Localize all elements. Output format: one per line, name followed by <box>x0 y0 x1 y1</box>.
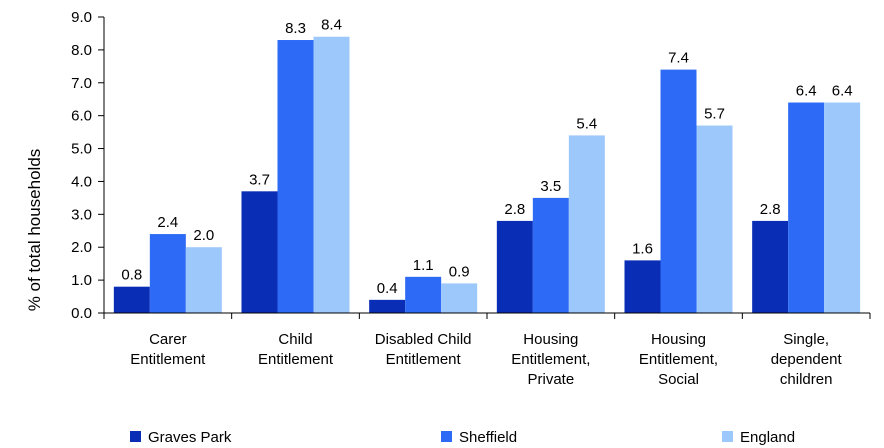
bar <box>241 191 278 313</box>
legend-item: Sheffield <box>441 429 517 446</box>
x-category-label-line: children <box>780 371 833 388</box>
bar <box>568 135 605 313</box>
y-tick-label: 2.0 <box>71 239 92 256</box>
bar <box>752 220 789 313</box>
bar <box>788 102 825 313</box>
data-label: 1.6 <box>632 240 653 257</box>
x-category-label: Housing Entitlement, Private <box>511 331 590 388</box>
x-category-label-line: Social <box>658 371 699 388</box>
legend-swatch <box>441 431 452 442</box>
x-category-label-line: Entitlement <box>130 351 206 368</box>
data-label: 5.7 <box>704 106 725 123</box>
bar <box>185 247 222 313</box>
x-category-label-line: Disabled Child <box>375 331 472 348</box>
bar <box>405 276 442 313</box>
data-label: 6.4 <box>832 83 853 100</box>
data-label: 7.4 <box>668 50 689 67</box>
x-category-label-line: Entitlement, <box>639 351 718 368</box>
data-label: 8.4 <box>321 17 342 34</box>
y-tick-label: 1.0 <box>71 272 92 289</box>
bar <box>113 286 150 313</box>
legend-label: Graves Park <box>148 429 232 446</box>
bar <box>441 283 478 313</box>
data-label: 0.4 <box>377 280 398 297</box>
data-label: 8.3 <box>285 20 306 37</box>
legend-item: Graves Park <box>130 429 232 446</box>
legend-swatch <box>130 431 141 442</box>
y-tick-label: 8.0 <box>71 42 92 59</box>
x-category-label: Single, dependent children <box>771 331 843 388</box>
x-category-label-line: dependent <box>771 351 843 368</box>
data-label: 3.5 <box>540 178 561 195</box>
data-label: 2.4 <box>157 214 178 231</box>
x-category-label-line: Housing <box>523 331 578 348</box>
data-label: 6.4 <box>796 83 817 100</box>
y-tick-label: 9.0 <box>71 9 92 26</box>
x-category-label-line: Housing <box>651 331 706 348</box>
data-label: 2.8 <box>760 201 781 218</box>
bar <box>277 40 314 314</box>
legend-label: England <box>740 429 795 446</box>
bars <box>113 36 861 314</box>
data-label: 3.7 <box>249 171 270 188</box>
x-category-label-line: Carer <box>149 331 187 348</box>
y-tick-label: 4.0 <box>71 173 92 190</box>
bar <box>532 197 569 313</box>
y-tick-label: 6.0 <box>71 108 92 125</box>
bar <box>824 102 861 313</box>
legend-item: England <box>722 429 795 446</box>
data-label: 2.8 <box>504 201 525 218</box>
y-axis-title: % of total households <box>25 149 44 312</box>
data-label: 0.8 <box>121 267 142 284</box>
y-tick-label: 5.0 <box>71 141 92 158</box>
bar <box>369 299 406 313</box>
x-category-label-line: Child <box>278 331 312 348</box>
x-category-label: Child Entitlement <box>258 331 334 368</box>
x-category-label-line: Single, <box>783 331 829 348</box>
bar <box>660 69 697 313</box>
x-category-label: Disabled Child Entitlement <box>375 331 472 368</box>
y-axis: 0.0 1.0 2.0 3.0 4.0 5.0 6.0 7.0 8.0 9.0 <box>71 9 105 322</box>
legend-label: Sheffield <box>459 429 517 446</box>
data-label: 2.0 <box>193 227 214 244</box>
data-labels: 0.8 3.7 0.4 2.8 1.6 2.8 2.4 8.3 1.1 3.5 7.4 6.4 2.0 8… <box>121 17 852 297</box>
bar <box>149 234 186 313</box>
legend: Graves Park Sheffield England <box>130 429 795 446</box>
y-tick-label: 3.0 <box>71 206 92 223</box>
bar <box>696 125 733 314</box>
x-category-label-line: Entitlement <box>258 351 334 368</box>
x-category-label: Carer Entitlement <box>130 331 206 368</box>
data-label: 0.9 <box>449 263 470 280</box>
y-tick-label: 7.0 <box>71 75 92 92</box>
bar <box>313 36 350 313</box>
y-tick-label: 0.0 <box>71 305 92 322</box>
data-label: 5.4 <box>576 115 597 132</box>
bar <box>624 260 661 313</box>
x-category-label-line: Entitlement, <box>511 351 590 368</box>
bar <box>496 220 533 313</box>
data-label: 1.1 <box>413 257 434 274</box>
x-category-label: Housing Entitlement, Social <box>639 331 718 388</box>
x-category-label-line: Entitlement <box>386 351 462 368</box>
x-category-label-line: Private <box>527 371 574 388</box>
legend-swatch <box>722 431 733 442</box>
